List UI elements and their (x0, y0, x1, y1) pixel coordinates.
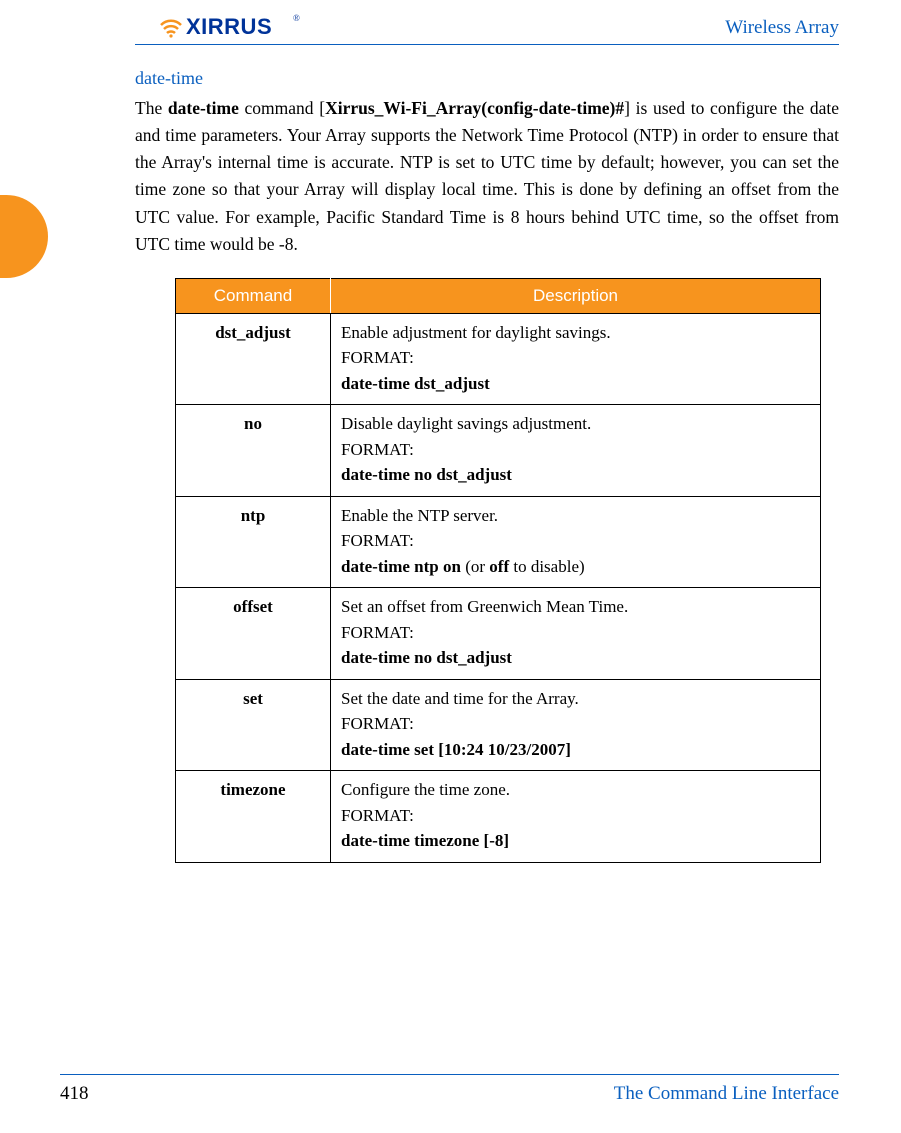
format-value: date-time no dst_adjust (341, 645, 810, 671)
command-cell: timezone (176, 771, 331, 863)
description-cell: Disable daylight savings adjustment.FORM… (331, 405, 821, 497)
section-title: date-time (135, 68, 839, 89)
table-row: offsetSet an offset from Greenwich Mean … (176, 588, 821, 680)
header-title: Wireless Array (725, 17, 839, 39)
table-row: timezoneConfigure the time zone.FORMAT:d… (176, 771, 821, 863)
format-value: date-time set [10:24 10/23/2007] (341, 737, 810, 763)
brand-logo: XIRRUS ® (160, 16, 300, 40)
header-divider (135, 44, 839, 45)
description-cell: Enable the NTP server.FORMAT:date-time n… (331, 496, 821, 588)
intro-part-3: command [ (239, 98, 325, 118)
description-text: Set an offset from Greenwich Mean Time. (341, 594, 810, 620)
format-value: date-time dst_adjust (341, 371, 810, 397)
table-row: setSet the date and time for the Array.F… (176, 679, 821, 771)
description-text: Enable adjustment for daylight savings. (341, 320, 810, 346)
intro-part-5: ] is used to configure the date and time… (135, 98, 839, 254)
command-table: Command Description dst_adjustEnable adj… (175, 278, 821, 863)
format-label: FORMAT: (341, 711, 810, 737)
brand-name: XIRRUS (186, 14, 272, 40)
intro-bold-2: Xirrus_Wi-Fi_Array(config-date-time)# (325, 98, 624, 118)
side-tab (0, 195, 48, 278)
format-value: date-time timezone [-8] (341, 828, 810, 854)
format-value: date-time ntp on (or off to disable) (341, 554, 810, 580)
intro-paragraph: The date-time command [Xirrus_Wi-Fi_Arra… (135, 95, 839, 258)
description-text: Enable the NTP server. (341, 503, 810, 529)
format-label: FORMAT: (341, 803, 810, 829)
table-row: dst_adjustEnable adjustment for daylight… (176, 313, 821, 405)
page-number: 418 (60, 1083, 89, 1105)
format-label: FORMAT: (341, 437, 810, 463)
registered-mark: ® (293, 13, 300, 23)
command-cell: no (176, 405, 331, 497)
command-cell: ntp (176, 496, 331, 588)
description-text: Configure the time zone. (341, 777, 810, 803)
content-area: date-time The date-time command [Xirrus_… (135, 68, 839, 863)
table-row: noDisable daylight savings adjustment.FO… (176, 405, 821, 497)
intro-bold-1: date-time (168, 98, 239, 118)
table-row: ntpEnable the NTP server.FORMAT:date-tim… (176, 496, 821, 588)
description-cell: Set an offset from Greenwich Mean Time.F… (331, 588, 821, 680)
command-cell: dst_adjust (176, 313, 331, 405)
wifi-icon (160, 16, 182, 38)
command-cell: offset (176, 588, 331, 680)
th-command: Command (176, 278, 331, 313)
description-cell: Enable adjustment for daylight savings.F… (331, 313, 821, 405)
description-text: Set the date and time for the Array. (341, 686, 810, 712)
th-description: Description (331, 278, 821, 313)
table-header-row: Command Description (176, 278, 821, 313)
footer-section: The Command Line Interface (614, 1083, 839, 1105)
format-label: FORMAT: (341, 620, 810, 646)
description-text: Disable daylight savings adjustment. (341, 411, 810, 437)
description-cell: Set the date and time for the Array.FORM… (331, 679, 821, 771)
format-label: FORMAT: (341, 345, 810, 371)
format-label: FORMAT: (341, 528, 810, 554)
intro-part-1: The (135, 98, 168, 118)
command-cell: set (176, 679, 331, 771)
footer-divider (60, 1074, 839, 1075)
description-cell: Configure the time zone.FORMAT:date-time… (331, 771, 821, 863)
format-value: date-time no dst_adjust (341, 462, 810, 488)
